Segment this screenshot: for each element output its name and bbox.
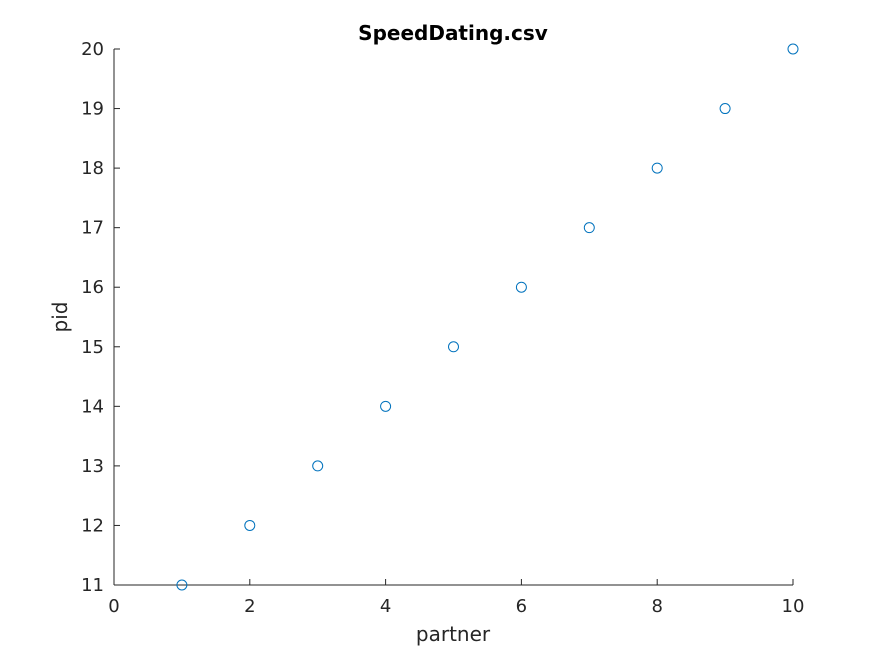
y-tick-label: 12 [81,515,104,536]
y-axis-ticks: 11 12 13 14 15 16 17 18 19 20 [81,39,120,596]
data-point [787,43,799,55]
data-point [515,281,527,293]
y-tick-label: 18 [81,158,104,179]
data-point [719,103,731,115]
data-point [448,341,459,353]
data-point [651,162,663,174]
x-tick-label: 6 [516,596,527,617]
x-tick-label: 10 [782,596,805,617]
y-tick-label: 17 [81,218,104,239]
x-axis-label: partner [416,622,491,646]
data-point [583,222,595,234]
chart-title: SpeedDating.csv [358,21,548,45]
data-points [176,43,799,591]
y-tick-label: 14 [81,396,104,417]
data-point [244,519,256,531]
x-tick-label: 2 [244,596,255,617]
x-tick-label: 0 [108,596,119,617]
x-axis-ticks: 0 2 4 6 8 10 [108,579,804,617]
data-point [312,460,324,472]
y-tick-label: 15 [81,337,104,358]
y-tick-label: 11 [81,575,104,596]
data-point [176,579,188,591]
y-tick-label: 19 [81,99,104,120]
y-tick-label: 13 [81,456,104,477]
data-point [380,400,392,412]
x-tick-label: 4 [380,596,391,617]
x-tick-label: 8 [651,596,662,617]
y-tick-label: 16 [81,277,104,298]
y-axis-label: pid [48,302,72,333]
y-tick-label: 20 [81,39,104,60]
